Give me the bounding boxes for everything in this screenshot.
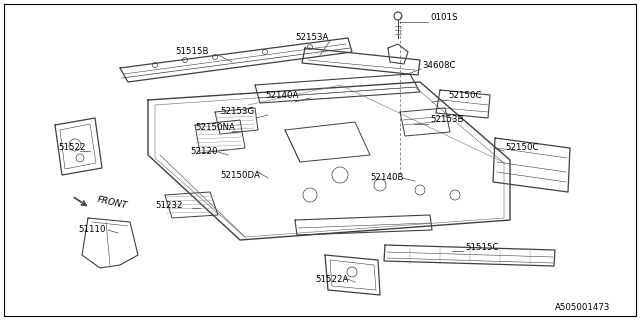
Text: A505001473: A505001473 bbox=[555, 303, 611, 313]
Text: 52120: 52120 bbox=[190, 148, 218, 156]
Text: 52150DA: 52150DA bbox=[220, 171, 260, 180]
Text: 52150C: 52150C bbox=[505, 143, 538, 153]
Text: 52153G: 52153G bbox=[220, 108, 254, 116]
Text: FRONT: FRONT bbox=[96, 196, 128, 211]
Text: 51522: 51522 bbox=[58, 143, 86, 153]
Text: 51515B: 51515B bbox=[175, 47, 209, 57]
Text: 34608C: 34608C bbox=[422, 61, 456, 70]
Text: 51515C: 51515C bbox=[465, 244, 499, 252]
Text: 52140A: 52140A bbox=[265, 91, 298, 100]
Text: 51110: 51110 bbox=[78, 226, 106, 235]
Text: 0101S: 0101S bbox=[430, 13, 458, 22]
Text: 52150NA: 52150NA bbox=[195, 124, 235, 132]
Text: 51232: 51232 bbox=[155, 201, 182, 210]
Text: 52150C: 52150C bbox=[448, 92, 481, 100]
Text: 52153B: 52153B bbox=[430, 116, 463, 124]
Text: 51522A: 51522A bbox=[315, 275, 348, 284]
Text: 52153A: 52153A bbox=[295, 34, 328, 43]
Text: 52140B: 52140B bbox=[370, 173, 403, 182]
